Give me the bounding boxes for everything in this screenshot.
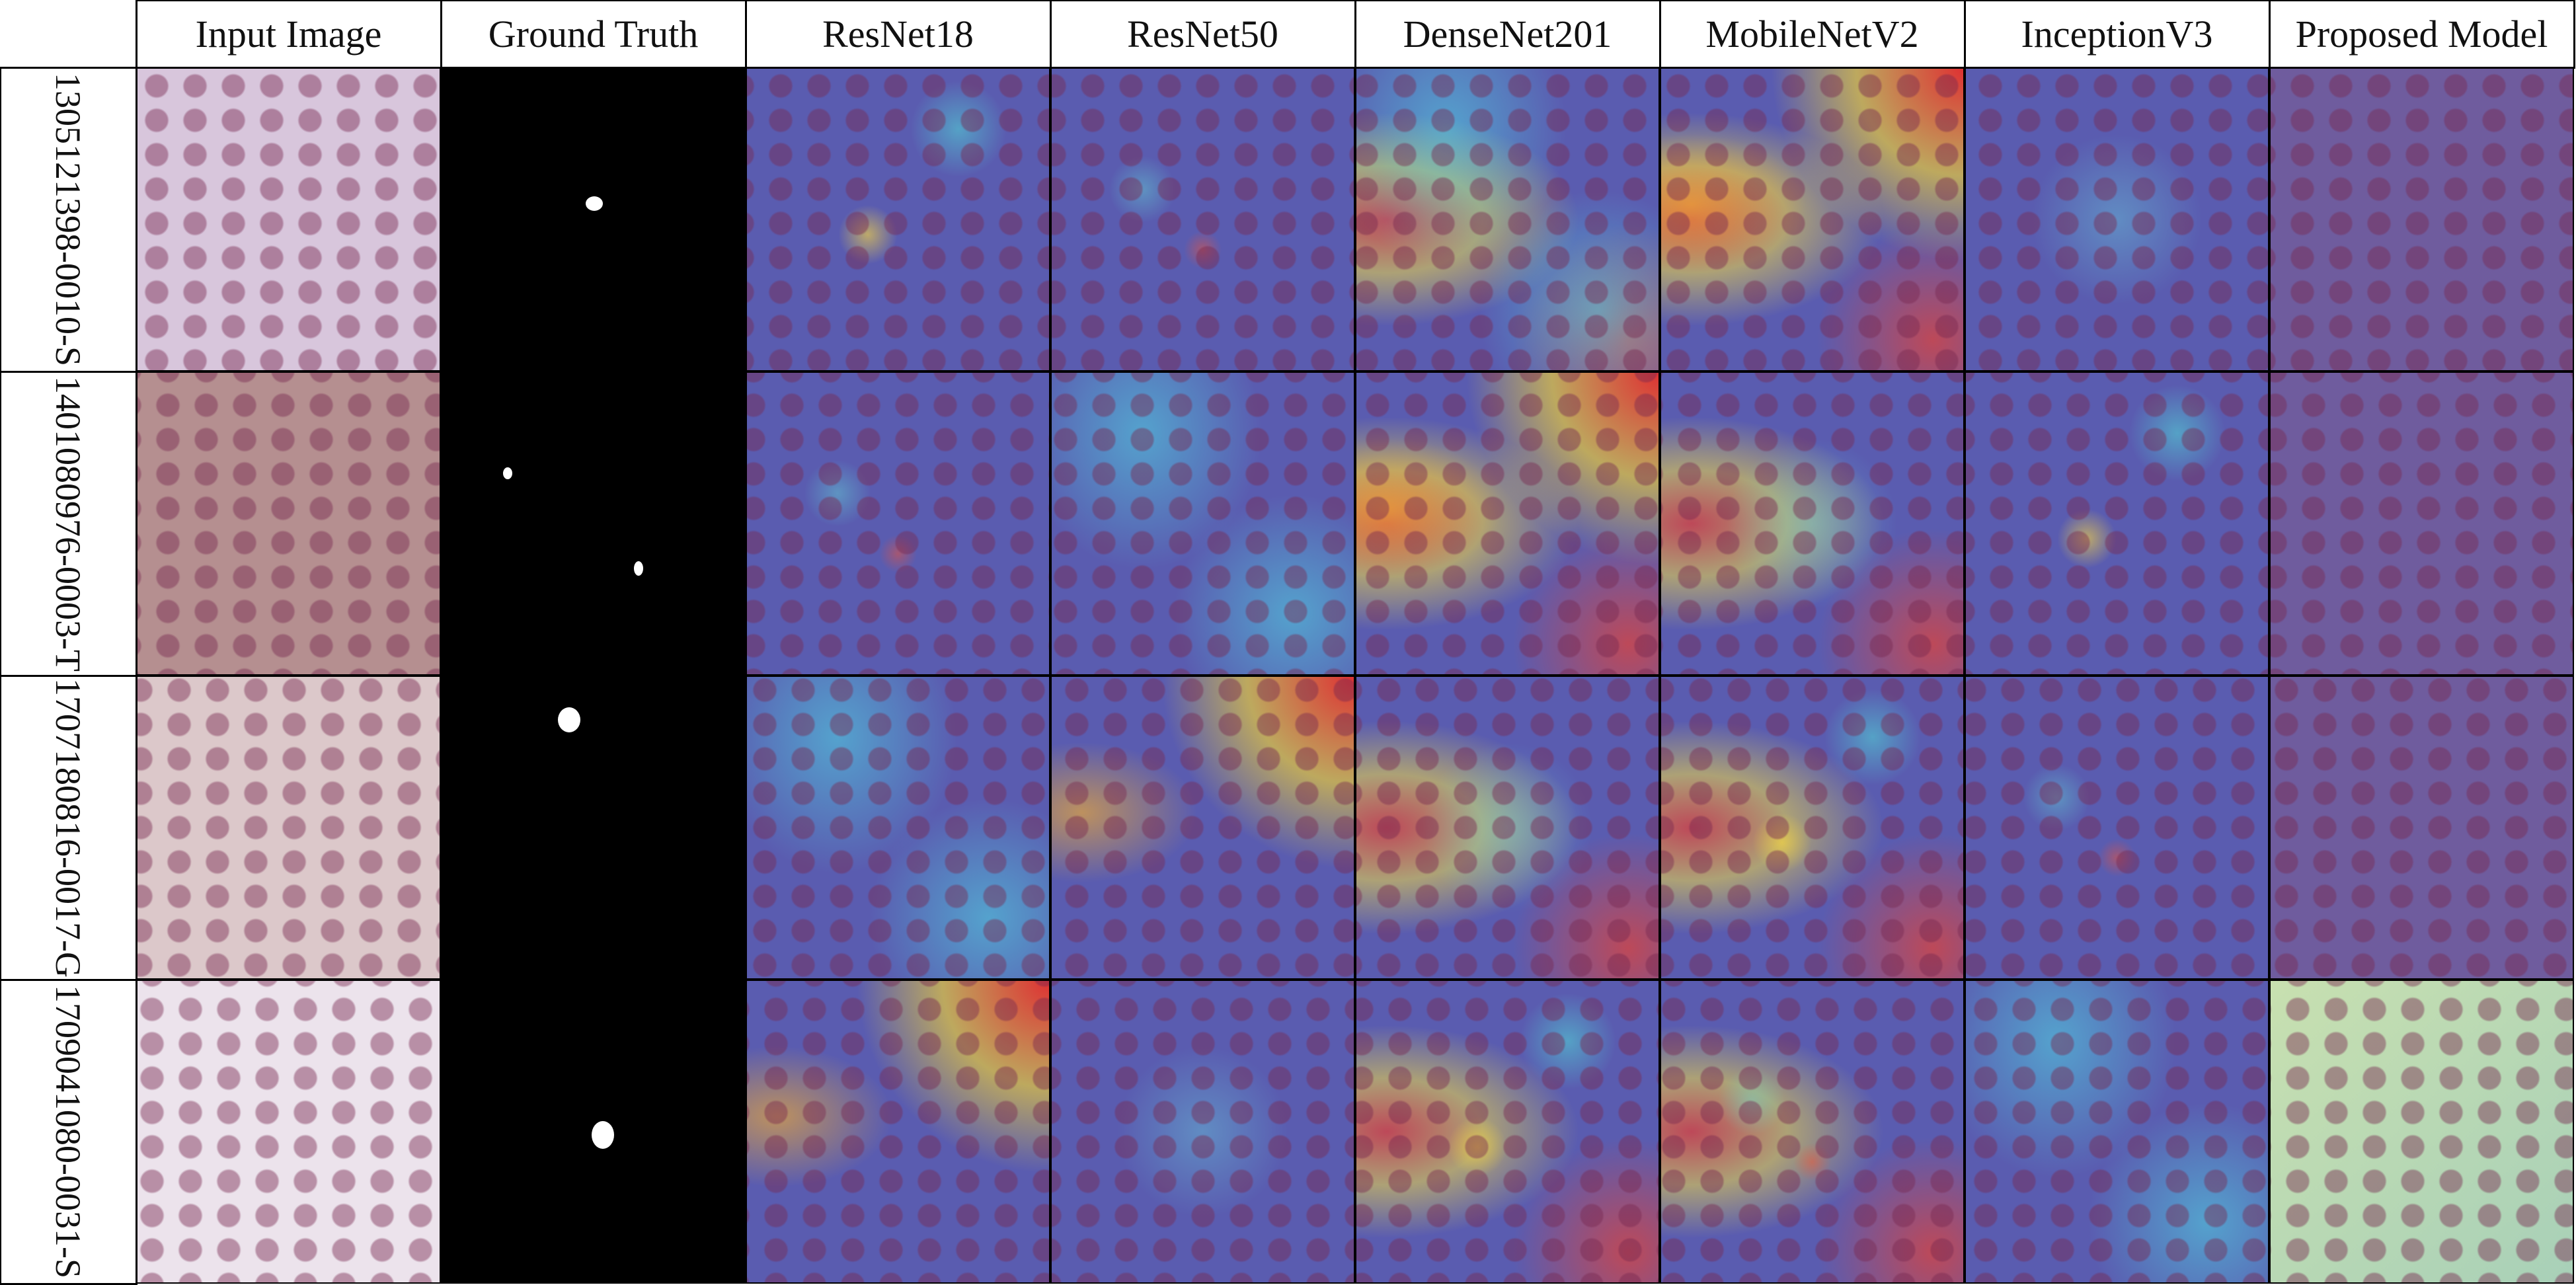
image	[1965, 980, 2269, 1284]
cell-texture	[1052, 69, 1354, 370]
cell-texture	[747, 373, 1049, 674]
column-header: Proposed Model	[2268, 0, 2575, 69]
ground-truth-mask	[441, 676, 746, 980]
cell-texture	[747, 981, 1049, 1282]
image	[1660, 980, 1965, 1284]
column-header: ResNet18	[744, 0, 1052, 69]
mask-blob	[503, 467, 513, 479]
row-label-text: 1707180816-0017-G	[48, 678, 88, 978]
mask-blob	[591, 1120, 614, 1149]
image	[1050, 371, 1355, 676]
image	[746, 67, 1050, 371]
ground-truth-mask	[441, 371, 746, 676]
image	[2269, 371, 2574, 676]
column-header: Input Image	[135, 0, 442, 69]
row-label-text: 1401080976-0003-T	[48, 375, 88, 672]
image	[746, 371, 1050, 676]
image	[136, 676, 441, 980]
ground-truth-mask	[441, 980, 746, 1284]
cell-texture	[1661, 69, 1963, 370]
row-label: 1305121398-0010-S	[0, 66, 137, 373]
image	[1355, 676, 1660, 980]
image	[1355, 371, 1660, 676]
image	[1660, 676, 1965, 980]
cell-texture	[1356, 677, 1659, 978]
cell-texture	[137, 981, 440, 1282]
cell-texture	[1966, 677, 2268, 978]
image	[1660, 371, 1965, 676]
image	[2269, 676, 2574, 980]
image	[746, 676, 1050, 980]
image	[2269, 67, 2574, 371]
image	[136, 980, 441, 1284]
image	[1965, 676, 2269, 980]
row-label: 1401080976-0003-T	[0, 370, 137, 677]
cell-texture	[1052, 981, 1354, 1282]
cell-texture	[2271, 373, 2573, 674]
cell-texture	[1661, 677, 1963, 978]
cell-texture	[137, 373, 440, 674]
row-label-text: 1709041080-0031-S	[48, 985, 88, 1278]
image	[1965, 67, 2269, 371]
row-label: 1707180816-0017-G	[0, 674, 137, 981]
cell-texture	[2271, 981, 2573, 1282]
column-header: MobileNetV2	[1659, 0, 1966, 69]
image	[136, 67, 441, 371]
ground-truth-mask	[441, 67, 746, 371]
cell-texture	[137, 677, 440, 978]
image	[1050, 676, 1355, 980]
cell-texture	[1661, 373, 1963, 674]
cell-texture	[747, 69, 1049, 370]
image	[1660, 67, 1965, 371]
image	[1355, 980, 1660, 1284]
cell-texture	[1966, 69, 2268, 370]
cell-texture	[1356, 69, 1659, 370]
column-header: InceptionV3	[1963, 0, 2271, 69]
image	[1965, 371, 2269, 676]
corner	[0, 0, 136, 67]
row-label-text: 1305121398-0010-S	[48, 73, 88, 366]
image	[1050, 67, 1355, 371]
mask-blob	[634, 561, 644, 576]
column-header: Ground Truth	[440, 0, 747, 69]
cell-texture	[1966, 981, 2268, 1282]
mask-blob	[558, 707, 581, 732]
image	[2269, 980, 2574, 1284]
cell-texture	[2271, 677, 2573, 978]
mask-blob	[585, 196, 603, 212]
image	[746, 980, 1050, 1284]
cell-texture	[1356, 981, 1659, 1282]
cell-texture	[747, 677, 1049, 978]
cell-texture	[1052, 373, 1354, 674]
column-header: ResNet50	[1049, 0, 1356, 69]
cell-texture	[1052, 677, 1354, 978]
cell-texture	[137, 69, 440, 370]
row-label: 1709041080-0031-S	[0, 978, 137, 1285]
image	[1050, 980, 1355, 1284]
image	[136, 371, 441, 676]
cell-texture	[1356, 373, 1659, 674]
cell-texture	[2271, 69, 2573, 370]
image	[1355, 67, 1660, 371]
cell-texture	[1661, 981, 1963, 1282]
column-header: DenseNet201	[1354, 0, 1661, 69]
cell-texture	[1966, 373, 2268, 674]
